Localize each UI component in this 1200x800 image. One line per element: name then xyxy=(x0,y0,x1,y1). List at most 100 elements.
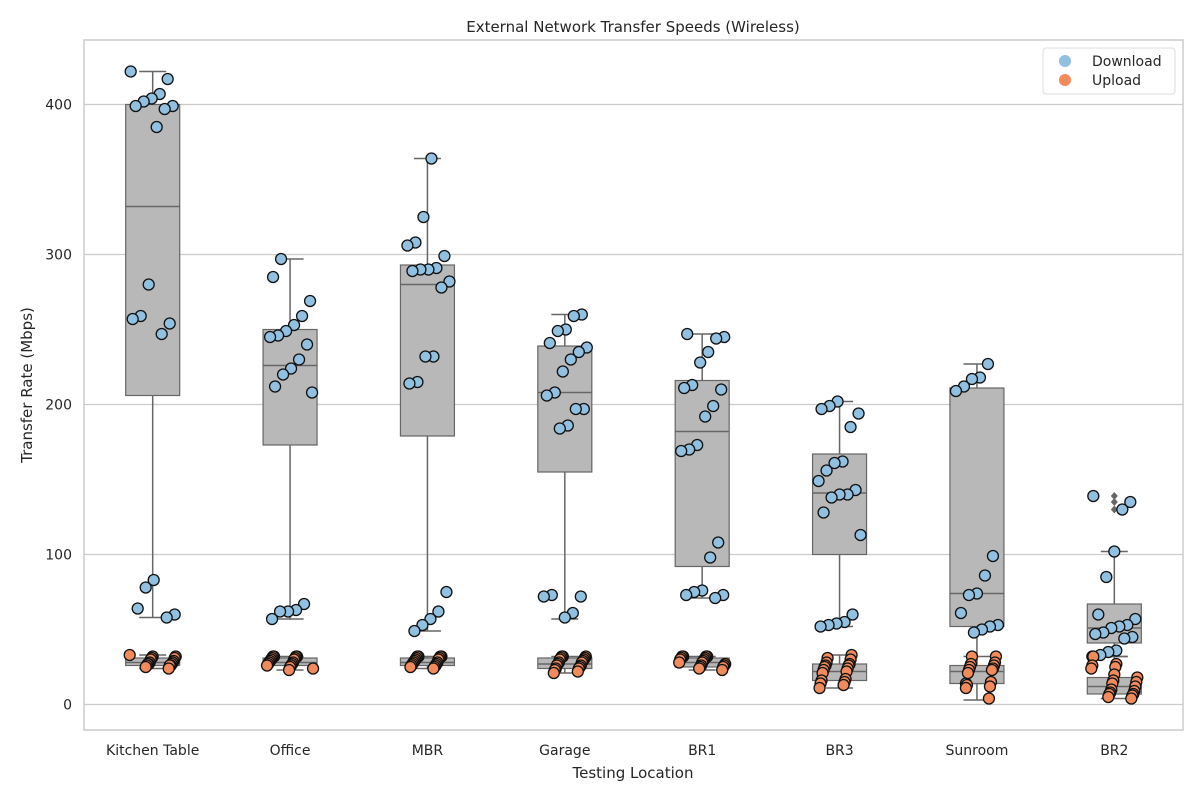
data-point-upload xyxy=(123,648,136,662)
data-point-upload xyxy=(673,656,686,669)
data-point-download xyxy=(150,120,163,134)
data-point-download xyxy=(263,330,277,344)
data-point-upload xyxy=(139,660,152,674)
data-point-download xyxy=(967,626,981,639)
data-point-download xyxy=(126,312,139,326)
data-point-download xyxy=(556,365,569,378)
data-point-download xyxy=(268,380,282,393)
data-point-download xyxy=(425,152,438,165)
data-point-download xyxy=(986,549,1000,563)
y-tick-label: 400 xyxy=(45,98,72,114)
data-point-download xyxy=(287,318,301,332)
data-point-download xyxy=(1118,632,1131,645)
y-tick-label: 200 xyxy=(45,398,72,414)
data-point-download xyxy=(1129,612,1142,626)
data-point-download xyxy=(543,336,556,350)
x-tick-label: Kitchen Table xyxy=(106,743,199,759)
data-point-download xyxy=(553,422,566,435)
box-iqr xyxy=(949,387,1005,628)
data-point-download xyxy=(292,353,306,366)
data-point-download xyxy=(815,402,828,416)
data-point-upload xyxy=(427,662,440,675)
x-tick-label: BR2 xyxy=(1100,743,1128,759)
x-tick-label: Garage xyxy=(539,743,590,759)
data-point-upload xyxy=(813,681,826,695)
flier-marker xyxy=(1110,498,1118,506)
data-point-download xyxy=(694,356,707,369)
data-point-download xyxy=(828,456,841,470)
data-point-download xyxy=(817,506,830,519)
data-point-download xyxy=(712,536,725,549)
data-point-download xyxy=(1124,495,1137,509)
box-download xyxy=(399,157,456,632)
data-point-download xyxy=(981,357,995,371)
data-point-download xyxy=(965,372,979,386)
data-point-download xyxy=(1116,503,1129,516)
x-tick-label: BR3 xyxy=(825,743,853,759)
data-point-download xyxy=(540,389,553,402)
legend-marker-upload xyxy=(1059,74,1071,86)
data-point-download xyxy=(158,102,171,116)
data-point-download xyxy=(284,362,298,375)
data-point-upload xyxy=(571,665,584,678)
data-point-download xyxy=(702,345,715,359)
data-point-upload xyxy=(260,659,274,672)
strip-points-group xyxy=(123,65,1144,705)
data-point-download xyxy=(274,252,288,266)
x-tick-label: BR1 xyxy=(688,743,716,759)
data-point-download xyxy=(814,620,827,633)
data-point-download xyxy=(416,618,429,632)
data-point-download xyxy=(403,377,416,390)
data-point-download xyxy=(678,381,691,395)
data-point-download xyxy=(567,309,580,323)
data-point-download xyxy=(160,611,173,624)
data-point-download xyxy=(273,605,287,618)
data-point-download xyxy=(417,210,430,224)
data-point-download xyxy=(300,338,314,351)
data-point-upload xyxy=(1102,690,1115,704)
y-axis-label: Transfer Rate (Mbps) xyxy=(18,307,36,464)
data-point-download xyxy=(537,590,550,603)
x-tick-label: Office xyxy=(270,743,311,759)
data-point-upload xyxy=(983,680,997,693)
data-point-download xyxy=(303,294,317,308)
data-point-upload xyxy=(547,666,560,680)
data-point-download xyxy=(440,585,453,599)
data-point-upload xyxy=(982,692,996,705)
data-point-download xyxy=(276,368,290,381)
data-point-download xyxy=(681,327,694,341)
data-point-download xyxy=(1100,570,1113,584)
data-point-download xyxy=(675,444,688,458)
data-point-upload xyxy=(985,663,999,677)
data-point-upload xyxy=(162,662,175,675)
data-point-download xyxy=(163,317,176,330)
data-point-download xyxy=(962,588,976,602)
legend-label-download: Download xyxy=(1092,54,1162,70)
y-tick-label: 100 xyxy=(45,548,72,564)
data-point-download xyxy=(704,551,717,564)
data-point-download xyxy=(699,410,712,423)
data-point-download xyxy=(435,281,448,294)
data-point-download xyxy=(406,264,419,278)
data-point-upload xyxy=(306,662,320,675)
data-point-download xyxy=(569,402,582,416)
data-point-download xyxy=(1089,627,1102,641)
data-point-download xyxy=(129,99,142,113)
data-point-download xyxy=(305,386,319,399)
y-tick-label: 0 xyxy=(63,698,72,714)
data-point-download xyxy=(978,569,992,582)
data-point-download xyxy=(265,612,279,626)
data-point-upload xyxy=(1125,692,1138,705)
legend: Download Upload xyxy=(1042,47,1176,95)
data-point-download xyxy=(551,324,564,338)
data-point-download xyxy=(408,624,421,638)
y-tick-labels: 0 100 200 300 400 xyxy=(45,98,72,714)
data-point-download xyxy=(707,399,720,413)
data-point-upload xyxy=(282,663,296,677)
box-download xyxy=(125,70,181,619)
data-point-download xyxy=(1108,545,1121,558)
data-point-download xyxy=(844,420,857,434)
box-iqr xyxy=(399,264,456,437)
data-point-download xyxy=(574,590,587,603)
